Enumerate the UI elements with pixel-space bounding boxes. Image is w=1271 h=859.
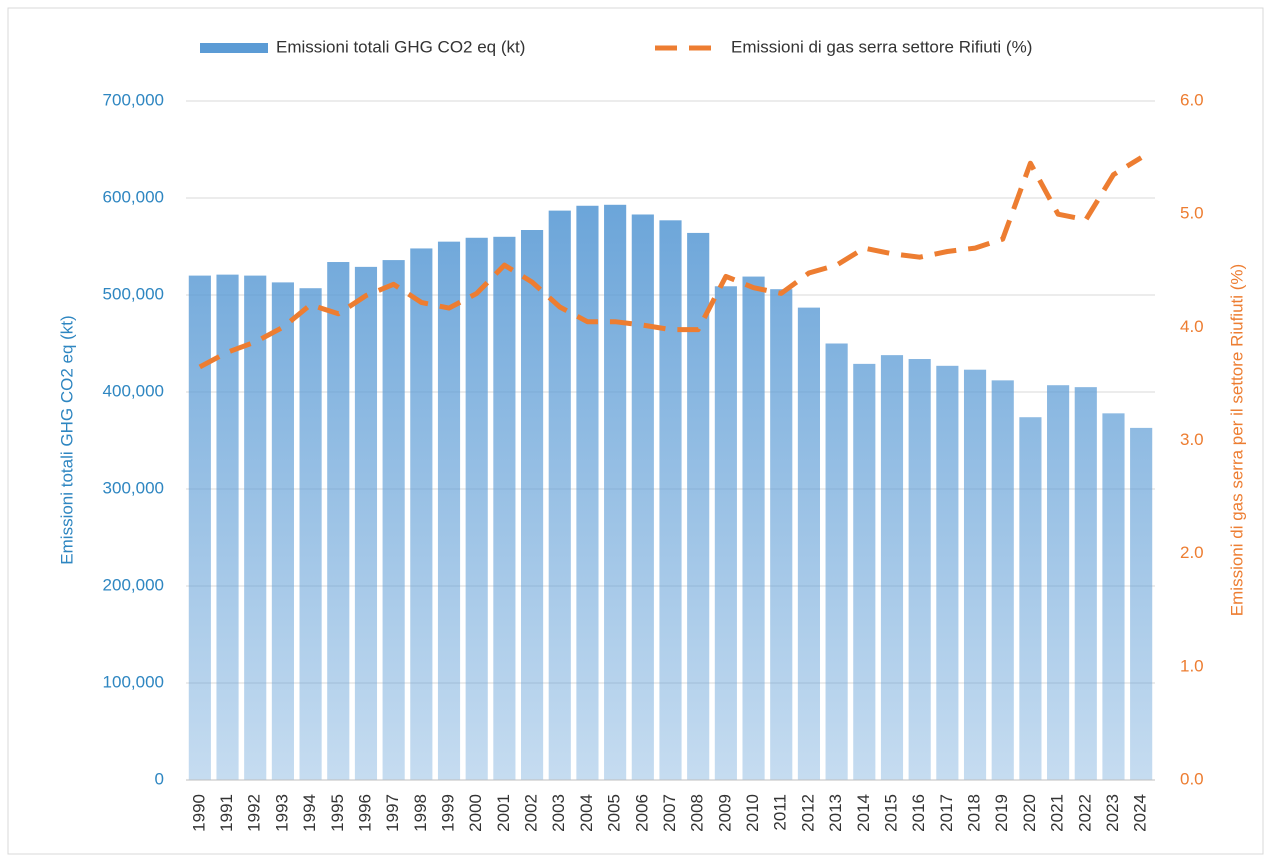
x-tick-label: 1996 xyxy=(355,794,374,832)
x-tick-label: 1998 xyxy=(411,794,430,832)
y-tick-label: 300,000 xyxy=(103,478,164,497)
x-tick-label: 2008 xyxy=(688,794,707,832)
y2-tick-label: 6.0 xyxy=(1180,90,1204,109)
bar xyxy=(604,204,627,781)
y-tick-label: 600,000 xyxy=(103,187,164,206)
x-tick-label: 1994 xyxy=(300,794,319,832)
bar xyxy=(1019,417,1042,780)
x-tick-label: 2009 xyxy=(715,794,734,832)
x-tick-label: 2018 xyxy=(965,794,984,832)
bar xyxy=(548,210,571,781)
x-tick-label: 2023 xyxy=(1103,794,1122,832)
bar xyxy=(687,232,710,781)
x-tick-label: 2004 xyxy=(577,794,596,832)
bar xyxy=(410,248,433,780)
x-tick-label: 2022 xyxy=(1075,794,1094,832)
bar xyxy=(327,262,350,780)
x-tick-label: 1997 xyxy=(383,794,402,832)
y2-tick-label: 2.0 xyxy=(1180,543,1204,562)
x-tick-label: 2000 xyxy=(466,794,485,832)
y-tick-label: 0 xyxy=(155,769,164,788)
bar xyxy=(188,275,211,780)
bar xyxy=(382,260,405,781)
bar xyxy=(520,230,544,780)
bar xyxy=(465,237,488,780)
x-tick-label: 2016 xyxy=(909,794,928,832)
y2-tick-label: 1.0 xyxy=(1180,656,1204,675)
bar xyxy=(936,365,959,780)
y2-tick-label: 0.0 xyxy=(1180,769,1204,788)
bar xyxy=(354,266,378,780)
y-tick-label: 500,000 xyxy=(103,284,164,303)
x-tick-label: 2015 xyxy=(881,794,900,832)
x-tick-label: 1995 xyxy=(328,794,347,832)
y2-tick-label: 5.0 xyxy=(1180,204,1204,223)
bar xyxy=(797,307,821,780)
y2-tick-label: 4.0 xyxy=(1180,317,1204,336)
y-axis-title: Emissioni totali GHG CO2 eq (kt) xyxy=(57,315,76,564)
x-tick-label: 1990 xyxy=(189,794,208,832)
bar xyxy=(963,369,987,780)
x-tick-label: 2005 xyxy=(605,794,624,832)
x-tick-label: 2019 xyxy=(992,794,1011,832)
x-tick-label: 2014 xyxy=(854,794,873,832)
x-tick-label: 2007 xyxy=(660,794,679,832)
y2-tick-label: 3.0 xyxy=(1180,430,1204,449)
bar xyxy=(493,236,516,781)
bar xyxy=(991,380,1014,780)
x-tick-label: 2020 xyxy=(1020,794,1039,832)
x-tick-label: 1992 xyxy=(245,794,264,832)
bar xyxy=(631,214,654,781)
x-tick-label: 2010 xyxy=(743,794,762,832)
bar xyxy=(1130,427,1153,780)
y2-axis-title: Emissioni di gas serra per il settore Ri… xyxy=(1227,264,1246,616)
bar xyxy=(659,220,682,780)
bar xyxy=(299,288,322,780)
x-tick-label: 2017 xyxy=(937,794,956,832)
bar xyxy=(576,205,599,780)
bar xyxy=(244,275,267,780)
bar xyxy=(1074,387,1097,780)
line xyxy=(198,155,1143,370)
x-tick-label: 2013 xyxy=(826,794,845,832)
legend-label: Emissioni totali GHG CO2 eq (kt) xyxy=(276,37,525,56)
legend-label: Emissioni di gas serra settore Rifiuti (… xyxy=(731,37,1032,56)
bar xyxy=(271,282,294,780)
bar xyxy=(880,355,904,780)
x-tick-label: 2012 xyxy=(798,794,817,832)
x-tick-label: 1993 xyxy=(272,794,291,832)
x-tick-label: 2002 xyxy=(522,794,541,832)
legend-swatch xyxy=(200,43,268,53)
x-tick-label: 1999 xyxy=(438,794,457,832)
bar xyxy=(1047,385,1070,780)
bar xyxy=(437,241,461,780)
bar xyxy=(216,274,239,780)
bar xyxy=(714,286,737,780)
y-tick-label: 400,000 xyxy=(103,381,164,400)
x-tick-label: 2003 xyxy=(549,794,568,832)
x-tick-label: 2021 xyxy=(1048,794,1067,832)
y-tick-label: 200,000 xyxy=(103,575,164,594)
x-tick-label: 1991 xyxy=(217,794,236,832)
bar xyxy=(1102,413,1125,780)
x-tick-label: 2006 xyxy=(632,794,651,832)
bar xyxy=(853,363,876,780)
bar xyxy=(908,359,931,780)
y-tick-label: 100,000 xyxy=(103,672,164,691)
x-tick-label: 2024 xyxy=(1131,794,1150,832)
x-tick-label: 2011 xyxy=(771,794,790,831)
bar xyxy=(770,289,793,780)
bar xyxy=(825,343,848,780)
bar xyxy=(742,276,765,780)
y-tick-label: 700,000 xyxy=(103,90,164,109)
x-tick-label: 2001 xyxy=(494,794,513,832)
